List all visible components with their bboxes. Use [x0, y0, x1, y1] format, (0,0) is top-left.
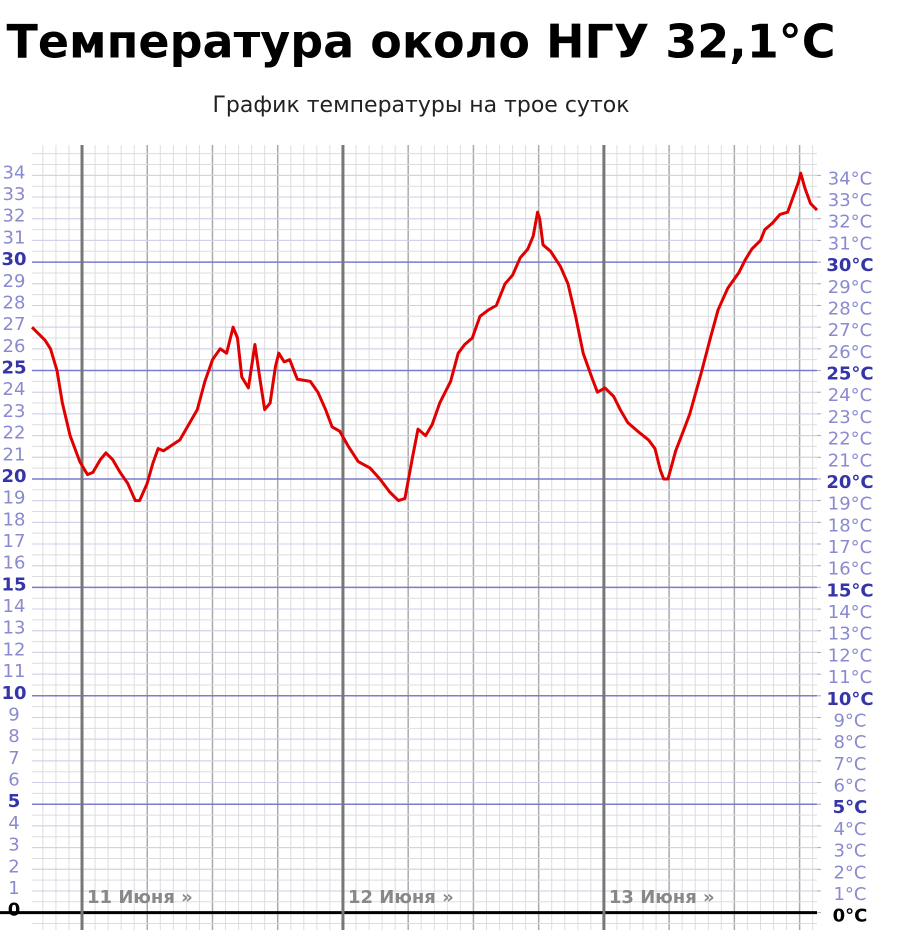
- y-tick-label: 25: [1, 358, 26, 379]
- y2-tick-label: 34°C: [828, 168, 872, 189]
- y2-tick-label: 17°C: [828, 537, 872, 558]
- y2-tick-label: 26°C: [828, 342, 872, 363]
- x-tick-label: 12 Июня »: [348, 887, 454, 908]
- y-tick-label: 10: [1, 683, 26, 704]
- y-tick-label: 31: [3, 227, 26, 248]
- chart-subtitle: График температуры на трое суток: [212, 93, 629, 118]
- y-tick-label: 0: [8, 900, 21, 921]
- y2-tick-label: 18°C: [828, 515, 872, 536]
- y2-tick-label: 30°C: [826, 255, 873, 276]
- y-tick-label: 19: [3, 488, 26, 509]
- y2-tick-label: 7°C: [833, 754, 866, 775]
- y-tick-label: 4: [8, 813, 19, 834]
- y-tick-label: 1: [8, 878, 19, 899]
- y2-tick-label: 10°C: [826, 689, 873, 710]
- y-tick-label: 32: [3, 206, 26, 227]
- y2-tick-label: 24°C: [828, 385, 872, 406]
- y2-tick-label: 13°C: [828, 624, 872, 645]
- y2-tick-label: 23°C: [828, 407, 872, 428]
- y2-tick-label: 20°C: [826, 472, 873, 493]
- y2-tick-label: 21°C: [828, 450, 872, 471]
- y-tick-label: 21: [3, 444, 26, 465]
- y-tick-label: 20: [1, 466, 26, 487]
- y-tick-label: 13: [3, 618, 26, 639]
- y-tick-label: 2: [8, 856, 19, 877]
- y-tick-label: 29: [3, 271, 26, 292]
- y2-tick-label: 9°C: [833, 710, 866, 731]
- y-tick-label: 24: [3, 379, 26, 400]
- y2-tick-label: 0°C: [833, 906, 868, 927]
- y2-tick-label: 16°C: [828, 559, 872, 580]
- temperature-line: [30, 171, 819, 503]
- y-tick-label: 11: [3, 661, 26, 682]
- y-tick-label: 15: [1, 574, 26, 595]
- y-tick-label: 26: [3, 336, 26, 357]
- y2-tick-label: 1°C: [833, 884, 866, 905]
- x-tick-label: 13 Июня »: [609, 887, 715, 908]
- y-tick-label: 22: [3, 423, 26, 444]
- y-tick-label: 28: [3, 292, 26, 313]
- y2-tick-label: 19°C: [828, 494, 872, 515]
- y-tick-label: 5: [8, 791, 21, 812]
- y-tick-label: 27: [3, 314, 26, 335]
- y2-tick-label: 31°C: [828, 233, 872, 254]
- y-tick-label: 23: [3, 401, 26, 422]
- y-tick-label: 33: [3, 184, 26, 205]
- y-tick-label: 18: [3, 509, 26, 530]
- y-tick-label: 9: [8, 704, 19, 725]
- y-tick-label: 14: [3, 596, 26, 617]
- x-tick-label: 11 Июня »: [87, 887, 193, 908]
- y2-tick-label: 2°C: [833, 862, 866, 883]
- y-tick-label: 8: [8, 726, 19, 747]
- y-tick-label: 7: [8, 748, 19, 769]
- y2-tick-label: 6°C: [833, 776, 866, 797]
- y2-tick-label: 22°C: [828, 429, 872, 450]
- y2-tick-label: 5°C: [833, 797, 868, 818]
- chart-title: Температура около НГУ 32,1°C: [6, 15, 835, 69]
- y-tick-label: 16: [3, 553, 26, 574]
- y2-tick-label: 33°C: [828, 190, 872, 211]
- y2-tick-label: 11°C: [828, 667, 872, 688]
- y2-tick-label: 14°C: [828, 602, 872, 623]
- y-tick-label: 12: [3, 639, 26, 660]
- y-tick-label: 6: [8, 770, 19, 791]
- y2-tick-label: 28°C: [828, 298, 872, 319]
- y-tick-label: 3: [8, 835, 19, 856]
- y2-tick-label: 27°C: [828, 320, 872, 341]
- y2-tick-label: 32°C: [828, 212, 872, 233]
- y-tick-label: 17: [3, 531, 26, 552]
- y2-tick-label: 29°C: [828, 277, 872, 298]
- y-tick-label: 30: [1, 249, 26, 270]
- y2-tick-label: 3°C: [833, 841, 866, 862]
- y-tick-label: 34: [3, 162, 26, 183]
- y2-tick-label: 8°C: [833, 732, 866, 753]
- y2-tick-label: 25°C: [826, 364, 873, 385]
- y2-tick-label: 15°C: [826, 580, 873, 601]
- y2-tick-label: 4°C: [833, 819, 866, 840]
- y2-tick-label: 12°C: [828, 645, 872, 666]
